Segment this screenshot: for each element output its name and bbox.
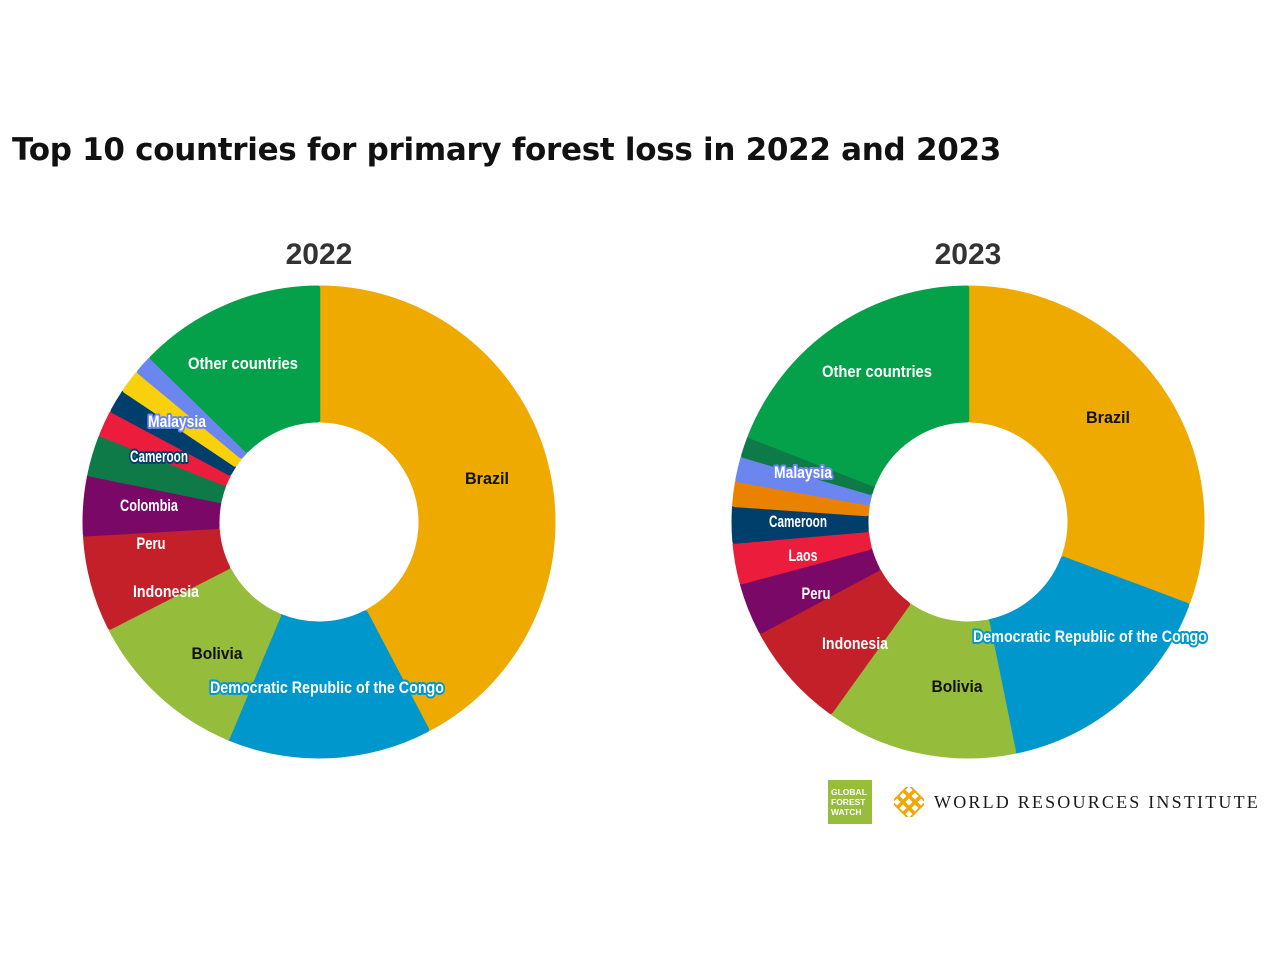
world-resources-institute-logo: WORLD RESOURCES INSTITUTE [894, 786, 1260, 818]
slice-label-2022-indonesia: Indonesia [133, 582, 199, 601]
slice-2022-cameroon [110, 390, 237, 476]
slice-label-2023-brazil: Brazil [1086, 408, 1130, 427]
donut-title-2022: 2022 [286, 238, 353, 271]
slice-2023-democratic-republic-of-the-congo [987, 556, 1190, 754]
wri-lattice-cell [902, 787, 916, 797]
slice-label-2023-malaysia: Malaysia [774, 463, 832, 482]
slice-2022-bolivia [108, 566, 282, 740]
slice-label-2023-laos: Laos [789, 546, 818, 565]
donut-title-2023: 2023 [935, 238, 1002, 271]
slice-2023-other-countries [747, 285, 970, 487]
slice-2022-democratic-republic-of-the-congo [227, 610, 430, 759]
slice-label-2023-cameroon: Cameroon [769, 512, 827, 531]
slice-label-2022-bolivia: Bolivia [192, 644, 243, 663]
slice-label-2023-democratic-republic-of-the-congo: Democratic Republic of the Congo [973, 627, 1207, 646]
slice-label-2022-cameroon: Cameroon [130, 447, 188, 466]
slice-label-2022-democratic-republic-of-the-congo: Democratic Republic of the Congo [210, 678, 444, 697]
slice-label-2022-peru: Peru [137, 534, 166, 553]
slice-2023-malaysia [735, 455, 873, 506]
wri-lattice-cell [908, 789, 922, 803]
slice-2022-indonesia [82, 526, 231, 630]
wri-logo-text: WORLD RESOURCES INSTITUTE [934, 791, 1260, 812]
slice-2023-unlabeled-9 [741, 435, 875, 495]
slice-2023-bolivia [830, 603, 1017, 759]
figure-title: Top 10 countries for primary forest loss… [12, 132, 1002, 168]
wri-lattice-cell [902, 795, 916, 809]
wri-lattice-cell [894, 795, 904, 809]
slice-label-2022-brazil: Brazil [465, 469, 509, 488]
wri-lattice-cell [914, 795, 924, 809]
global-forest-watch-logo: GLOBAL FOREST WATCH [828, 780, 872, 824]
wri-lattice-cell [896, 789, 910, 803]
slice-label-2022-malaysia: Malaysia [148, 412, 206, 431]
slice-2022-unlabeled-8 [122, 371, 243, 467]
slice-label-2023-bolivia: Bolivia [932, 677, 983, 696]
slice-2022-other-countries [149, 285, 321, 453]
slice-2022-colombia [87, 434, 227, 503]
donut-chart-2023: 2023 Brazil Democratic Republic of the Con… [731, 238, 1209, 759]
slice-2023-indonesia [759, 568, 911, 714]
slice-label-2022-colombia: Colombia [120, 496, 178, 515]
wri-lattice-cell [902, 807, 916, 817]
slice-2022-peru [82, 473, 222, 537]
slice-label-2023-peru: Peru [802, 584, 831, 603]
donut-chart-2022: 2022 Brazil Democratic Republic of the Con… [82, 238, 556, 759]
slice-2023-brazil [966, 285, 1205, 606]
wri-lattice-icon [894, 787, 924, 817]
wri-lattice-cell [896, 801, 910, 815]
slice-label-2023-other-countries: Other countries [822, 362, 932, 381]
slice-label-2022-other-countries: Other countries [188, 354, 298, 373]
slice-2022-brazil [317, 285, 556, 732]
wri-lattice-cell [908, 801, 922, 815]
slice-label-2023-indonesia: Indonesia [822, 634, 888, 653]
